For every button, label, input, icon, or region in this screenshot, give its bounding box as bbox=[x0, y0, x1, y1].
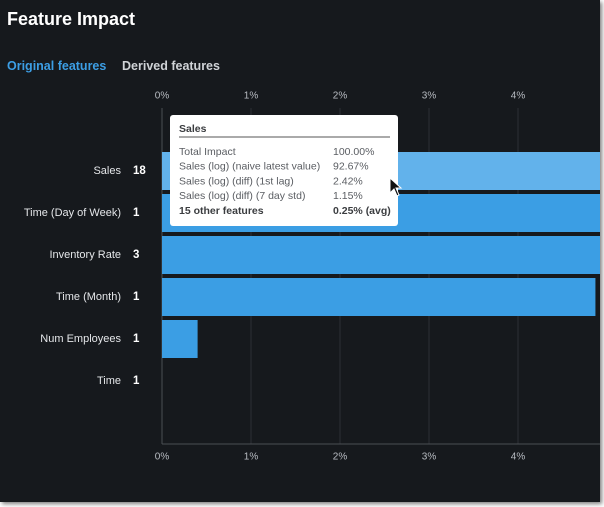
feature-count: 18 bbox=[133, 165, 146, 177]
category-label: Sales bbox=[93, 165, 121, 177]
tab[interactable]: Original features bbox=[7, 59, 107, 73]
feature-count: 3 bbox=[133, 249, 139, 261]
x-tick-label: 4% bbox=[511, 452, 526, 463]
tooltip-label: Sales (log) (naive latest value) bbox=[179, 161, 320, 173]
feature-count: 1 bbox=[133, 333, 140, 345]
x-tick-label: 3% bbox=[422, 452, 437, 463]
x-tick-label: 2% bbox=[333, 452, 348, 463]
category-label: Inventory Rate bbox=[49, 249, 121, 261]
feature-count: 1 bbox=[133, 207, 140, 219]
tooltip-title: Sales bbox=[179, 123, 207, 135]
tooltip-value: 2.42% bbox=[333, 175, 363, 187]
tooltip-value: 100.00% bbox=[333, 146, 374, 158]
bar bbox=[162, 278, 596, 316]
x-tick-label: 0% bbox=[155, 91, 170, 102]
bar bbox=[162, 320, 198, 358]
x-tick-label: 1% bbox=[244, 452, 259, 463]
tooltip-value: 1.15% bbox=[333, 190, 363, 202]
tooltip: Sales Total Impact 100.00% Sales (log) (nai… bbox=[170, 115, 403, 226]
feature-count: 1 bbox=[133, 375, 140, 387]
tooltip-value: 0.25% (avg) bbox=[333, 205, 391, 217]
page-title: Feature Impact bbox=[7, 9, 136, 29]
category-label: Time (Day of Week) bbox=[24, 207, 121, 219]
tooltip-box bbox=[170, 115, 398, 226]
x-tick-label: 3% bbox=[422, 91, 437, 102]
category-label: Time bbox=[97, 375, 121, 387]
x-tick-label: 2% bbox=[333, 91, 348, 102]
feature-count: 1 bbox=[133, 291, 140, 303]
cursor bbox=[389, 176, 403, 197]
tooltip-label: 15 other features bbox=[179, 205, 264, 217]
x-tick-label: 1% bbox=[244, 91, 259, 102]
tooltip-label: Total Impact bbox=[179, 146, 236, 158]
tooltip-label: Sales (log) (diff) (7 day std) bbox=[179, 190, 305, 202]
x-tick-label: 4% bbox=[511, 91, 526, 102]
x-tick-label: 0% bbox=[155, 452, 170, 463]
tab[interactable]: Derived features bbox=[122, 59, 220, 73]
tooltip-value: 92.67% bbox=[333, 161, 369, 173]
category-label: Time (Month) bbox=[56, 291, 121, 303]
category-label: Num Employees bbox=[40, 333, 121, 345]
bar bbox=[162, 236, 600, 274]
tooltip-label: Sales (log) (diff) (1st lag) bbox=[179, 175, 294, 187]
